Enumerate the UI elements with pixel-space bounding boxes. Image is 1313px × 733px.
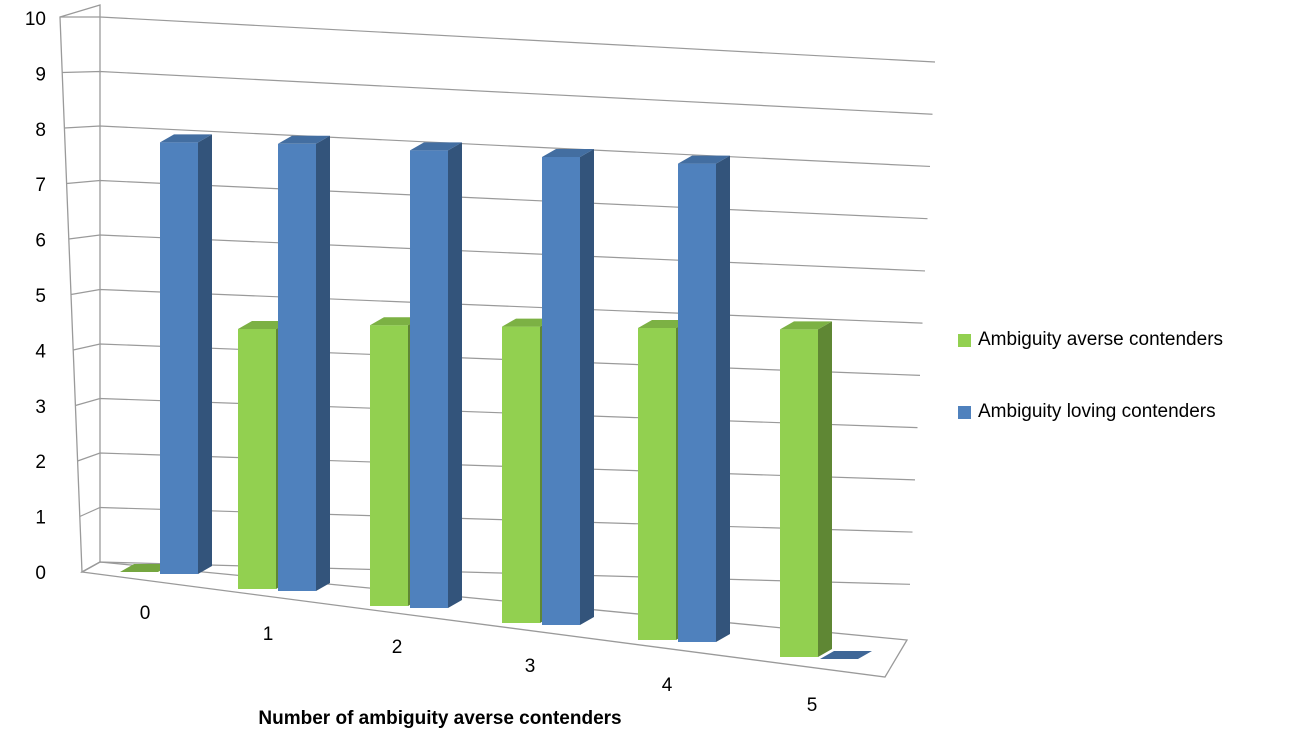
bar-0-5-side	[818, 321, 832, 657]
bar-0-2-front	[370, 325, 408, 606]
bar-1-1-side	[316, 135, 330, 592]
gridline	[66, 179, 928, 220]
y-tick-label: 7	[35, 175, 46, 196]
bar-1-2-top	[410, 142, 462, 151]
x-tick-label: 1	[263, 624, 274, 645]
bar-1-5-flat	[820, 651, 872, 659]
bar-0-4-front	[638, 328, 676, 640]
y-tick-label: 8	[35, 120, 46, 141]
bar-1-0-front	[160, 142, 198, 574]
bar-0-0-flat	[120, 564, 172, 572]
gridline	[70, 288, 923, 324]
bar-0-1-front	[238, 329, 276, 589]
x-tick-label: 4	[662, 675, 673, 696]
bar-1-1-front	[278, 143, 316, 592]
bar-1-4-side	[716, 155, 730, 642]
bar-0-5-top	[780, 321, 832, 330]
bar-0-3-top	[502, 318, 554, 327]
bar-1-0-top	[160, 134, 212, 143]
x-axis-ticks: 0 1 2 3 4 5	[140, 603, 818, 716]
legend-item-averse: Ambiguity averse contenders	[958, 325, 1308, 355]
gridline	[62, 70, 933, 115]
gridline	[64, 125, 931, 168]
bar-1-4-top	[678, 155, 730, 164]
bar-1-0-side	[198, 134, 212, 574]
bar-0-4-top	[638, 320, 690, 328]
x-tick-label: 3	[525, 656, 536, 677]
y-tick-label: 1	[35, 508, 46, 529]
bar-0-3-front	[502, 326, 540, 623]
y-tick-label: 5	[35, 286, 46, 307]
bar-0-2-top	[370, 317, 422, 326]
bar-0-5-front	[780, 329, 818, 657]
legend-swatch-loving	[958, 405, 971, 419]
y-tick-label: 2	[35, 452, 46, 473]
x-axis-title: Number of ambiguity averse contenders	[258, 708, 621, 729]
bar-1-3-front	[542, 157, 580, 625]
bar-1-3-side	[580, 149, 594, 625]
y-tick-label: 6	[35, 231, 46, 252]
bar-1-2-front	[410, 150, 448, 608]
x-tick-label: 2	[392, 637, 403, 658]
bar-1-3-top	[542, 149, 594, 157]
bar-1-2-side	[448, 142, 462, 608]
legend: Ambiguity averse contenders Ambiguity lo…	[958, 325, 1308, 469]
y-axis-ticks: 0 1 2 3 4 5 6 7 8 9 10	[25, 9, 47, 584]
bar-0-1-top	[238, 321, 290, 329]
bar-1-1-top	[278, 135, 330, 144]
y-tick-label: 10	[25, 9, 46, 30]
bar-1-4-front	[678, 163, 716, 642]
y-tick-label: 9	[35, 64, 46, 85]
gridline	[60, 16, 936, 63]
y-tick-label: 0	[35, 563, 46, 584]
gridline	[68, 234, 926, 272]
legend-label-loving: Ambiguity loving contenders	[978, 401, 1216, 422]
legend-label-averse: Ambiguity averse contenders	[978, 329, 1224, 350]
x-tick-label: 5	[807, 695, 818, 716]
bars	[120, 134, 872, 659]
legend-item-loving: Ambiguity loving contenders	[958, 397, 1308, 427]
x-tick-label: 0	[140, 603, 151, 624]
side-wall	[59, 4, 101, 574]
y-tick-label: 3	[35, 397, 46, 418]
gridlines	[60, 16, 936, 585]
y-tick-label: 4	[35, 341, 46, 362]
legend-swatch-averse	[958, 333, 971, 347]
